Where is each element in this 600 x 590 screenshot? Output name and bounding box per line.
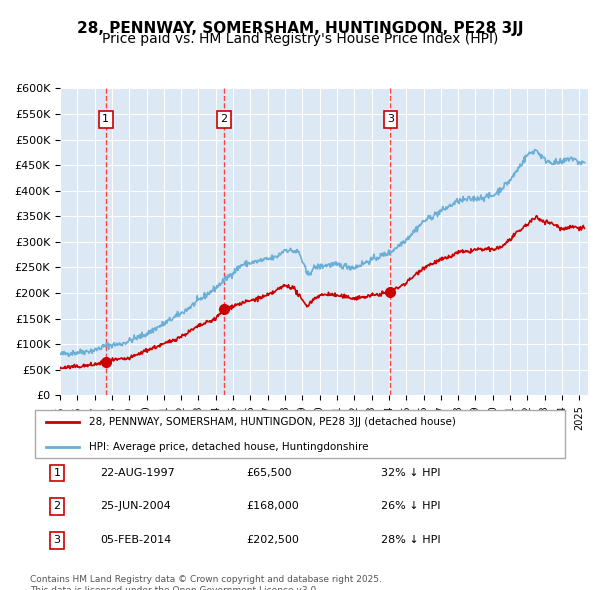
Text: £168,000: £168,000 bbox=[246, 502, 299, 511]
Text: £202,500: £202,500 bbox=[246, 535, 299, 545]
Text: 28% ↓ HPI: 28% ↓ HPI bbox=[381, 535, 440, 545]
Text: 25-JUN-2004: 25-JUN-2004 bbox=[100, 502, 171, 511]
Text: £65,500: £65,500 bbox=[246, 468, 292, 478]
Text: 1: 1 bbox=[102, 114, 109, 124]
Text: 3: 3 bbox=[387, 114, 394, 124]
Text: 22-AUG-1997: 22-AUG-1997 bbox=[100, 468, 175, 478]
Text: 2: 2 bbox=[221, 114, 227, 124]
Text: 05-FEB-2014: 05-FEB-2014 bbox=[100, 535, 172, 545]
Text: 1: 1 bbox=[53, 468, 61, 478]
Text: 32% ↓ HPI: 32% ↓ HPI bbox=[381, 468, 440, 478]
Text: 26% ↓ HPI: 26% ↓ HPI bbox=[381, 502, 440, 511]
Text: Contains HM Land Registry data © Crown copyright and database right 2025.
This d: Contains HM Land Registry data © Crown c… bbox=[30, 575, 382, 590]
Text: 28, PENNWAY, SOMERSHAM, HUNTINGDON, PE28 3JJ (detached house): 28, PENNWAY, SOMERSHAM, HUNTINGDON, PE28… bbox=[89, 417, 456, 427]
FancyBboxPatch shape bbox=[35, 409, 565, 458]
Text: HPI: Average price, detached house, Huntingdonshire: HPI: Average price, detached house, Hunt… bbox=[89, 442, 369, 452]
Text: Price paid vs. HM Land Registry's House Price Index (HPI): Price paid vs. HM Land Registry's House … bbox=[102, 32, 498, 47]
Text: 3: 3 bbox=[53, 535, 61, 545]
Text: 2: 2 bbox=[53, 502, 61, 511]
Text: 28, PENNWAY, SOMERSHAM, HUNTINGDON, PE28 3JJ: 28, PENNWAY, SOMERSHAM, HUNTINGDON, PE28… bbox=[77, 21, 523, 35]
